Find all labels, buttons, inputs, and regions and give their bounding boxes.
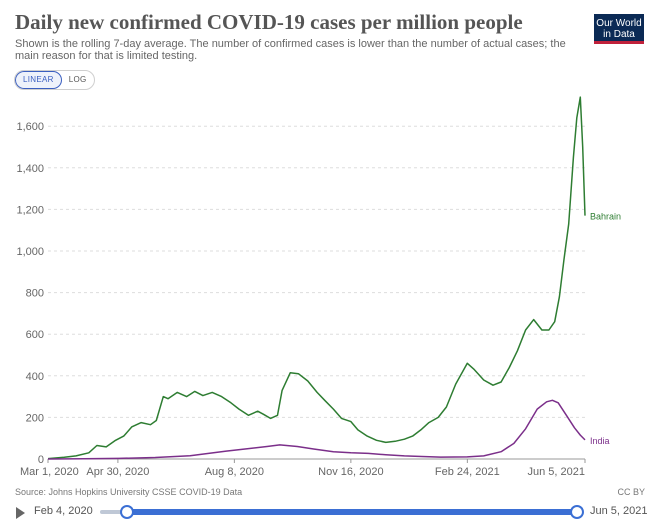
linear-scale-button[interactable]: LINEAR <box>15 71 62 89</box>
y-tick-label: 1,400 <box>16 163 44 175</box>
series-line-india <box>47 399 586 460</box>
timeline-start-handle[interactable] <box>120 505 134 519</box>
y-tick-label: 1,600 <box>16 121 44 133</box>
x-tick-label: Aug 8, 2020 <box>205 466 264 478</box>
scale-toggle: LINEAR LOG <box>14 70 95 90</box>
chart-subtitle: Shown is the rolling 7-day average. The … <box>15 38 566 62</box>
license-note[interactable]: CC BY <box>617 487 645 497</box>
source-note: Source: Johns Hopkins University CSSE CO… <box>15 487 243 497</box>
timeline-end-handle[interactable] <box>570 505 584 519</box>
y-tick-label: 800 <box>26 288 44 300</box>
logo-line-1: Our World <box>596 18 642 29</box>
log-scale-button[interactable]: LOG <box>68 75 87 84</box>
timeline-selected-range <box>126 509 577 515</box>
x-tick-label: Mar 1, 2020 <box>20 466 79 478</box>
x-tick-label: Jun 5, 2021 <box>528 466 586 478</box>
logo-line-2: in Data <box>603 29 635 40</box>
play-icon[interactable] <box>16 507 25 519</box>
owid-logo[interactable]: Our World in Data <box>594 14 644 44</box>
timeline-slider: Feb 4, 2020 Jun 5, 2021 <box>0 500 660 524</box>
y-tick-label: 400 <box>26 371 44 383</box>
y-tick-label: 600 <box>26 329 44 341</box>
logo-accent-bar <box>594 41 644 44</box>
x-tick-label: Feb 24, 2021 <box>435 466 500 478</box>
y-tick-label: 200 <box>26 412 44 424</box>
series-label-bahrain: Bahrain <box>590 212 621 222</box>
timeline-start-label: Feb 4, 2020 <box>34 505 93 517</box>
series-line-bahrain <box>47 96 586 460</box>
timeline-end-label: Jun 5, 2021 <box>590 505 648 517</box>
x-tick-label: Apr 30, 2020 <box>86 466 149 478</box>
line-chart: 0 200 400 600 800 1,000 1,200 1,400 1,600 Mar 1, … <box>16 96 621 478</box>
chart-title: Daily new confirmed COVID-19 cases per m… <box>15 10 523 34</box>
y-tick-label: 1,200 <box>16 204 44 216</box>
x-tick-label: Nov 16, 2020 <box>318 466 383 478</box>
y-tick-label: 1,000 <box>16 246 44 258</box>
y-tick-label: 0 <box>38 454 44 466</box>
series-label-india: India <box>590 436 610 446</box>
